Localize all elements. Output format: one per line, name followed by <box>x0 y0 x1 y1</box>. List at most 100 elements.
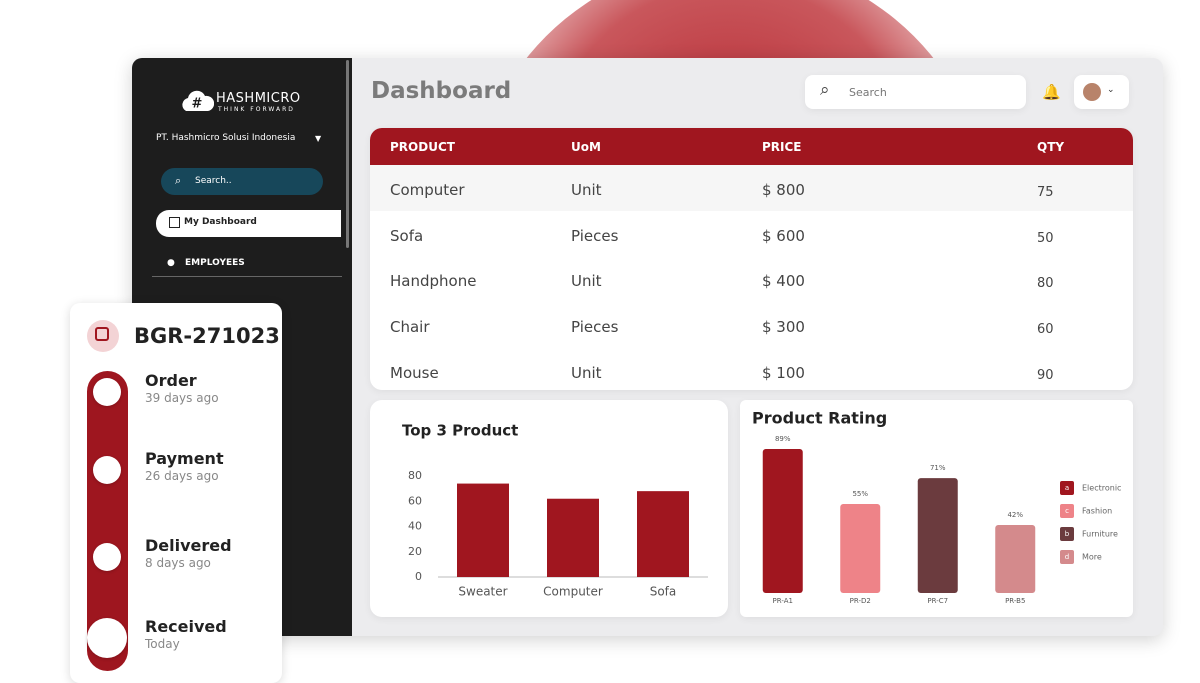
legend-label: Furniture <box>1082 530 1118 539</box>
table-cell: $ 300 <box>762 318 805 337</box>
legend-swatch <box>1060 504 1074 518</box>
legend-label: Fashion <box>1082 507 1112 516</box>
table-cell: Pieces <box>571 226 619 245</box>
logo-icon: # <box>182 90 214 112</box>
table-cell: Sofa <box>390 226 424 245</box>
legend-symbol: d <box>1065 553 1069 561</box>
table-cell: 60 <box>1037 322 1054 338</box>
y-tick-label: 40 <box>408 520 422 533</box>
bar <box>995 525 1036 593</box>
order-id: BGR-271023 <box>134 324 280 348</box>
bar <box>637 491 689 577</box>
search-placeholder: Search.. <box>195 176 232 186</box>
bell-icon[interactable]: 🔔 <box>1042 83 1061 101</box>
legend-symbol: a <box>1065 484 1069 492</box>
x-tick-label: PR-A1 <box>773 597 793 605</box>
bar <box>840 504 881 593</box>
step-label: Order <box>145 371 197 390</box>
step-label: Delivered <box>145 536 232 555</box>
table-cell: Mouse <box>390 363 439 382</box>
x-tick-label: Sofa <box>650 585 677 599</box>
x-tick-label: PR-B5 <box>1005 597 1025 605</box>
value-label: 89% <box>775 435 791 443</box>
chart-title: Product Rating <box>752 409 887 428</box>
chart-card: Top 3 Product 0 20 40 60 80 Sweater Computer Sof… <box>370 400 728 617</box>
company-name[interactable]: PT. Hashmicro Solusi Indonesia <box>156 133 296 143</box>
product-table: PRODUCT UoM PRICE QTY Computer Unit $ 800 75 Sof… <box>370 128 1133 390</box>
y-tick-label: 0 <box>415 570 422 583</box>
step-time: 26 days ago <box>145 469 219 483</box>
table-cell: $ 800 <box>762 181 805 199</box>
menu-icon <box>169 217 180 228</box>
dropdown-arrow[interactable]: ▼ <box>315 134 322 143</box>
bar <box>457 483 509 577</box>
chevron: ⌄ <box>1107 85 1115 95</box>
bar <box>547 498 599 577</box>
step-dot <box>93 543 121 571</box>
search-icon: ⌕ <box>175 174 182 187</box>
page-title: Dashboard <box>371 78 512 104</box>
step-label: Received <box>145 617 227 636</box>
step-dot <box>87 618 127 658</box>
table-cell: Unit <box>571 181 602 199</box>
table-cell: 80 <box>1037 276 1054 292</box>
step-dot <box>93 456 121 484</box>
table-cell: $ 600 <box>762 226 805 245</box>
app-window: # HASHMICRO THINK FORWARD PT. Hashmicro … <box>132 58 1163 636</box>
avatar <box>1083 83 1101 101</box>
x-tick-label: PR-D2 <box>850 597 871 605</box>
tagline: THINK FORWARD <box>218 106 295 113</box>
table-cell: $ 100 <box>762 363 805 382</box>
table-cell: Chair <box>390 318 430 337</box>
table-cell: 75 <box>1037 185 1054 200</box>
table-cell: 50 <box>1037 230 1054 246</box>
legend-symbol: b <box>1065 530 1070 538</box>
chart: Top 3 Product 0 20 40 60 80 Sweater Computer Sof… <box>402 422 708 599</box>
value-label: 42% <box>1007 511 1023 519</box>
legend-label: More <box>1082 553 1102 562</box>
x-tick-label: Sweater <box>458 585 507 599</box>
divider <box>152 276 342 277</box>
table-header <box>370 128 1133 165</box>
legend-swatch <box>1060 527 1074 541</box>
legend-swatch <box>1060 481 1074 495</box>
header-search[interactable] <box>805 75 1026 109</box>
menu-item[interactable]: EMPLOYEES <box>185 258 245 268</box>
step-dot <box>93 378 121 406</box>
table-cell: Handphone <box>390 272 477 291</box>
table-cell: 90 <box>1037 367 1054 383</box>
x-tick-label: PR-C7 <box>927 597 948 605</box>
bar <box>762 449 803 593</box>
step-time: 39 days ago <box>145 391 219 405</box>
chart-title: Top 3 Product <box>402 422 518 440</box>
table-cell: $ 400 <box>762 272 805 291</box>
x-tick-label: Computer <box>543 585 603 599</box>
sidebar-search[interactable] <box>161 168 323 195</box>
package-icon <box>87 320 119 352</box>
search-placeholder: Search <box>849 86 887 99</box>
menu-item[interactable]: My Dashboard <box>184 217 257 227</box>
row-highlight <box>370 165 1133 211</box>
chart: Product Rating PR-A1 89% PR-D2 55% PR-C7 71% PR… <box>752 409 1121 606</box>
bar <box>917 478 958 593</box>
table-cell: Unit <box>571 363 602 382</box>
step-time: Today <box>145 637 180 651</box>
step-label: Payment <box>145 449 224 468</box>
scrollbar <box>346 60 349 248</box>
value-label: 71% <box>930 464 946 472</box>
brand: HASHMICRO <box>216 91 301 106</box>
legend-symbol: c <box>1065 507 1069 515</box>
order-tracker: BGR-271023 Order 39 days ago Payment 26 day… <box>70 303 282 683</box>
chart-card: Product Rating PR-A1 89% PR-D2 55% PR-C7 71% PR… <box>740 400 1133 617</box>
column-header: PRICE <box>762 140 802 154</box>
column-header: QTY <box>1037 140 1065 154</box>
y-tick-label: 20 <box>408 545 422 558</box>
y-tick-label: 60 <box>408 494 422 507</box>
value-label: 55% <box>852 490 868 498</box>
table-cell: Computer <box>390 181 465 199</box>
svg-text:#: # <box>192 97 203 112</box>
menu-active[interactable] <box>156 210 341 237</box>
step-time: 8 days ago <box>145 556 211 570</box>
column-header: PRODUCT <box>390 140 455 154</box>
